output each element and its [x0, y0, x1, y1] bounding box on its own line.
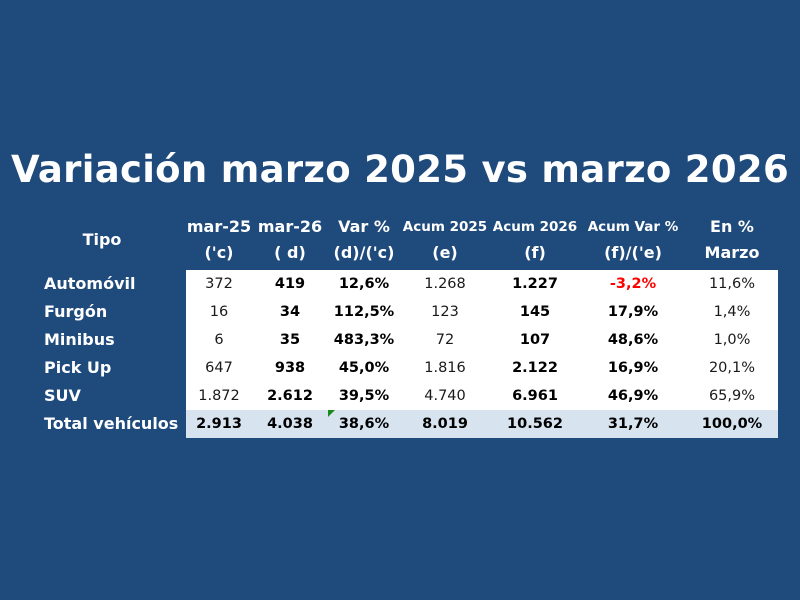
- table-row-furgon: Furgón 16 34 112,5% 123 145 17,9% 1,4%: [0, 298, 800, 326]
- header-var-pct: Var % (d)/('c): [328, 214, 400, 266]
- cell-acum-2026: 1.227: [512, 276, 558, 292]
- cell-mar-26: 35: [279, 332, 301, 348]
- row-label: Minibus: [44, 330, 115, 349]
- cell-en-pct: 65,9%: [708, 388, 756, 404]
- cell-acum-2026: 6.961: [512, 388, 558, 404]
- cell-acum-2025: 4.740: [424, 388, 466, 404]
- row-label: Automóvil: [44, 274, 136, 293]
- table-row-total: Total vehículos 2.913 4.038 38,6% 8.019 …: [0, 410, 800, 438]
- header-label: Acum 2025: [402, 219, 488, 235]
- header-sublabel: Marzo: [704, 243, 760, 262]
- cell-var-pct: 45,0%: [338, 360, 390, 376]
- cell-acum-var: 16,9%: [607, 360, 659, 376]
- cell-mar-25: 6: [214, 332, 224, 348]
- header-sublabel: ('c): [204, 243, 234, 262]
- cell-mar-25: 1.872: [198, 388, 240, 404]
- header-sublabel: ( d): [274, 243, 306, 262]
- cell-acum-2026: 145: [519, 304, 551, 320]
- header-sublabel: (d)/('c): [333, 243, 395, 262]
- cell-mar-26: 2.612: [267, 388, 313, 404]
- total-row-band: [186, 410, 778, 438]
- row-label: Total vehículos: [44, 414, 179, 433]
- header-acum-2025: Acum 2025 (e): [400, 214, 490, 266]
- header-label: Acum 2026: [492, 219, 578, 235]
- header-label: mar-25: [186, 217, 252, 236]
- cell-mar-26: 4.038: [267, 416, 313, 432]
- header-label: Acum Var %: [587, 219, 679, 235]
- cell-acum-var: 46,9%: [607, 388, 659, 404]
- header-label: mar-26: [257, 217, 323, 236]
- cell-mar-26: 34: [279, 304, 301, 320]
- header-mar-26: mar-26 ( d): [252, 214, 328, 266]
- cell-acum-2026: 2.122: [512, 360, 558, 376]
- header-acum-var: Acum Var % (f)/('e): [580, 214, 686, 266]
- cell-en-pct: 20,1%: [708, 360, 756, 376]
- cell-var-pct: 38,6%: [338, 416, 390, 432]
- cell-acum-2025: 1.816: [424, 360, 466, 376]
- cell-mar-25: 16: [209, 304, 229, 320]
- table-row-automovil: Automóvil 372 419 12,6% 1.268 1.227 -3,2…: [0, 270, 800, 298]
- table-row-minibus: Minibus 6 35 483,3% 72 107 48,6% 1,0%: [0, 326, 800, 354]
- cell-acum-var: -3,2%: [609, 276, 657, 292]
- page-title: Variación marzo 2025 vs marzo 2026: [10, 148, 789, 191]
- cell-acum-var: 31,7%: [607, 416, 659, 432]
- cell-var-pct: 112,5%: [333, 304, 395, 320]
- row-label: Furgón: [44, 302, 108, 321]
- cell-acum-2025: 123: [431, 304, 459, 320]
- table-row-suv: SUV 1.872 2.612 39,5% 4.740 6.961 46,9% …: [0, 382, 800, 410]
- cell-var-pct: 39,5%: [338, 388, 390, 404]
- cell-en-pct: 1,4%: [713, 304, 751, 320]
- header-label: Var %: [338, 217, 390, 236]
- cell-mar-26: 419: [274, 276, 306, 292]
- cell-acum-2026: 10.562: [507, 416, 563, 432]
- header-tipo: Tipo: [82, 230, 122, 249]
- header-acum-2026: Acum 2026 (f): [490, 214, 580, 266]
- header-label: En %: [710, 217, 754, 236]
- cell-acum-2025: 1.268: [424, 276, 466, 292]
- cell-mar-25: 2.913: [196, 416, 242, 432]
- table-row-pick-up: Pick Up 647 938 45,0% 1.816 2.122 16,9% …: [0, 354, 800, 382]
- header-sublabel: (f): [524, 243, 546, 262]
- cell-var-pct: 12,6%: [338, 276, 390, 292]
- row-label: Pick Up: [44, 358, 112, 377]
- cell-en-pct: 1,0%: [713, 332, 751, 348]
- cell-acum-var: 17,9%: [607, 304, 659, 320]
- cell-acum-2026: 107: [519, 332, 551, 348]
- cell-mar-25: 647: [205, 360, 233, 376]
- cell-comment-marker-icon: [328, 410, 335, 417]
- header-sublabel: (e): [432, 243, 458, 262]
- cell-mar-26: 938: [274, 360, 306, 376]
- cell-acum-var: 48,6%: [607, 332, 659, 348]
- cell-var-pct: 483,3%: [333, 332, 395, 348]
- cell-en-pct: 100,0%: [701, 416, 763, 432]
- header-mar-25: mar-25 ('c): [186, 214, 252, 266]
- cell-en-pct: 11,6%: [708, 276, 756, 292]
- header-en-pct: En % Marzo: [686, 214, 778, 266]
- cell-mar-25: 372: [205, 276, 233, 292]
- cell-acum-2025: 8.019: [422, 416, 468, 432]
- cell-acum-2025: 72: [435, 332, 455, 348]
- header-sublabel: (f)/('e): [604, 243, 662, 262]
- row-label: SUV: [44, 386, 81, 405]
